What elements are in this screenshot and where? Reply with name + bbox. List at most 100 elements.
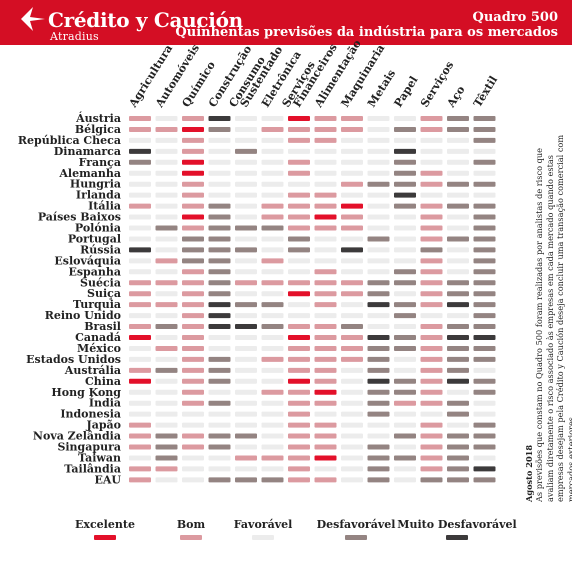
cell-indonesia-papel	[394, 411, 416, 417]
cell-mexico-agricultura	[129, 345, 151, 351]
cell-republica-checa-agricultura	[129, 137, 151, 143]
cell-estados-unidos-agricultura	[129, 356, 151, 362]
cell-eau-automoveis	[155, 477, 178, 483]
cell-hungria-agricultura	[129, 181, 151, 187]
cell-japao-quimico	[182, 422, 204, 428]
cell-eslovaquia-quimico	[182, 258, 204, 264]
cell-italia-servicos-financeiros	[288, 203, 310, 209]
cell-alemanha-alimentacao	[314, 170, 337, 176]
cell-suica-aco	[447, 291, 469, 297]
cell-paises-baixos-textil	[473, 214, 496, 220]
cell-hungria-papel	[394, 181, 416, 187]
cell-dinamarca-aco	[447, 148, 469, 154]
cell-austria-servicos	[420, 116, 443, 121]
legend-label-muito-desfavoravel: Muito Desfavorável	[397, 518, 516, 531]
cell-japao-maquinaria	[341, 422, 363, 428]
cell-hungria-alimentacao	[314, 181, 337, 187]
cell-japao-construcao	[208, 422, 231, 428]
cell-belgica-textil	[473, 126, 496, 132]
cell-paises-baixos-consumo-sustentado	[235, 214, 257, 220]
cell-portugal-quimico	[182, 236, 204, 242]
cell-hong-kong-construcao	[208, 389, 231, 395]
cell-dinamarca-quimico	[182, 148, 204, 154]
cell-hong-kong-automoveis	[155, 389, 178, 395]
cell-franca-servicos	[420, 159, 443, 165]
cell-japao-servicos	[420, 422, 443, 428]
cell-espanha-construcao	[208, 269, 231, 275]
cell-tailandia-eletronica	[261, 466, 284, 472]
cell-india-quimico	[182, 400, 204, 406]
row-label-austria: Áustria	[75, 111, 121, 125]
cell-estados-unidos-servicos	[420, 356, 443, 362]
cell-paises-baixos-aco	[447, 214, 469, 220]
row-label-republica-checa: República Checa	[18, 134, 121, 147]
cell-suica-servicos-financeiros	[288, 291, 310, 297]
cell-australia-servicos	[420, 367, 443, 373]
cell-republica-checa-papel	[394, 137, 416, 143]
cell-russia-alimentacao	[314, 247, 337, 253]
cell-dinamarca-consumo-sustentado	[235, 148, 257, 154]
cell-republica-checa-aco	[447, 137, 469, 143]
cell-suecia-metais	[367, 280, 390, 286]
cell-taiwan-agricultura	[129, 455, 151, 461]
cell-irlanda-servicos	[420, 192, 443, 198]
cell-austria-papel	[394, 116, 416, 121]
row-label-singapura: Singapura	[57, 441, 121, 454]
cell-turquia-agricultura	[129, 302, 151, 308]
cell-belgica-eletronica	[261, 126, 284, 132]
row-label-belgica: Bélgica	[75, 123, 121, 136]
cell-reino-unido-metais	[367, 313, 390, 319]
row-label-eslovaquia: Eslováquia	[54, 254, 121, 267]
cell-brasil-quimico	[182, 324, 204, 330]
row-label-hungria: Hungria	[70, 178, 121, 191]
cell-hong-kong-consumo-sustentado	[235, 389, 257, 395]
cell-irlanda-automoveis	[155, 192, 178, 198]
cell-reino-unido-servicos-financeiros	[288, 313, 310, 319]
cell-singapura-alimentacao	[314, 444, 337, 450]
cell-suica-maquinaria	[341, 291, 363, 297]
legend-label-favoravel: Favorável	[234, 518, 293, 531]
cell-reino-unido-maquinaria	[341, 313, 363, 319]
cell-austria-textil	[473, 116, 496, 121]
cell-polonia-servicos-financeiros	[288, 225, 310, 231]
cell-eau-servicos	[420, 477, 443, 483]
cell-china-servicos	[420, 378, 443, 384]
cell-russia-quimico	[182, 247, 204, 253]
cell-suecia-textil	[473, 280, 496, 286]
cell-eslovaquia-servicos-financeiros	[288, 258, 310, 264]
cell-tailandia-metais	[367, 466, 390, 472]
cell-dinamarca-servicos-financeiros	[288, 148, 310, 154]
cell-italia-automoveis	[155, 203, 178, 209]
cell-italia-consumo-sustentado	[235, 203, 257, 209]
cell-franca-papel	[394, 159, 416, 165]
cell-brasil-eletronica	[261, 324, 284, 330]
cell-austria-agricultura	[129, 116, 151, 121]
cell-canada-metais	[367, 335, 390, 340]
cell-mexico-servicos	[420, 345, 443, 351]
cell-irlanda-quimico	[182, 192, 204, 198]
cell-turquia-maquinaria	[341, 302, 363, 308]
cell-dinamarca-alimentacao	[314, 148, 337, 154]
cell-hungria-servicos-financeiros	[288, 181, 310, 187]
cell-nova-zelandia-maquinaria	[341, 433, 363, 439]
cell-estados-unidos-automoveis	[155, 356, 178, 362]
cell-alemanha-servicos	[420, 170, 443, 176]
cell-belgica-alimentacao	[314, 126, 337, 132]
cell-eau-metais	[367, 477, 390, 483]
cell-russia-construcao	[208, 247, 231, 253]
cell-china-construcao	[208, 378, 231, 384]
cell-nova-zelandia-agricultura	[129, 433, 151, 439]
cell-brasil-metais	[367, 324, 390, 330]
cell-polonia-consumo-sustentado	[235, 225, 257, 231]
cell-dinamarca-automoveis	[155, 148, 178, 154]
cell-republica-checa-maquinaria	[341, 137, 363, 143]
cell-suica-servicos	[420, 291, 443, 297]
footnote-date: Agosto 2018	[524, 444, 534, 502]
cell-eau-agricultura	[129, 477, 151, 483]
row-label-indonesia: Indonesia	[60, 408, 121, 421]
cell-taiwan-alimentacao	[314, 455, 337, 461]
row-label-paises-baixos: Países Baixos	[38, 211, 121, 224]
cell-franca-servicos-financeiros	[288, 159, 310, 165]
cell-singapura-quimico	[182, 444, 204, 450]
cell-taiwan-automoveis	[155, 455, 178, 461]
